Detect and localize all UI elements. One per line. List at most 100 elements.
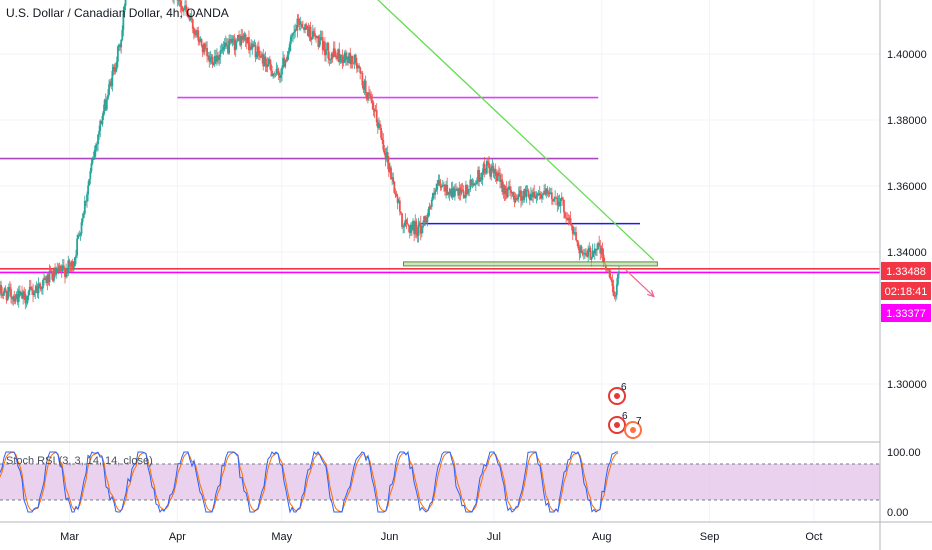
candle-body [440,186,443,188]
candle-body [349,52,352,65]
candle-body [335,55,337,58]
candle-body [420,227,423,234]
candle-body [232,38,235,40]
candle-body [583,253,586,254]
candle-body [557,201,560,206]
candle-body [82,213,85,219]
candle-body [347,57,349,63]
candle-body [615,284,618,296]
candle-body [76,238,79,256]
candle-body [18,290,21,296]
drawings-layer[interactable] [0,96,880,274]
candle-body [313,31,315,34]
candle-body [241,35,244,40]
candle-body [210,56,213,58]
candle-body [99,120,102,131]
candle-body [44,277,47,279]
projection-arrow [625,269,655,297]
candle-body [202,43,205,53]
candle-body [299,23,302,25]
candle-body [289,36,292,45]
candle-body [78,235,81,236]
candle-body [608,269,611,271]
support-zone [402,261,658,267]
candle-body [89,171,92,180]
time-tick-label: Oct [805,531,822,543]
candle-body [48,270,51,283]
candle-body [267,58,270,65]
candle-body [216,55,218,62]
candle-body [324,41,326,56]
candle-body [240,35,243,46]
candle-body [62,265,65,268]
candle-body [310,38,313,40]
candle-body [495,175,498,182]
candle-body [408,226,411,233]
candle-body [527,191,530,197]
candle-body [614,295,617,297]
candle-body [533,191,536,197]
candle-body [329,59,332,61]
candle-body [22,291,25,299]
events-layer[interactable]: 66 7 [608,382,642,439]
canada-event-label: 6 [621,382,627,393]
drawings-overlay[interactable] [348,0,658,298]
candle-body [423,216,425,226]
candle-body [536,194,539,196]
candle-body [45,278,48,284]
candle-body [575,232,577,241]
candle-body [499,174,501,182]
candle-body [341,56,344,64]
candle-body [377,123,380,128]
candle-body [10,289,12,298]
candle-body [485,160,488,174]
candle-body [451,187,454,198]
candle-body [487,160,489,163]
candle-body [550,192,553,200]
price-tag [881,304,931,322]
candle-body [348,52,351,63]
candle-body [97,134,99,145]
candle-body [318,40,321,47]
candle-body [336,57,338,60]
candle-body [339,54,342,62]
candle-body [67,260,70,274]
candle-body [398,200,401,212]
candle-body [488,162,490,169]
candle-body [500,179,503,182]
candle-body [433,193,435,195]
price-tag-label: 02:18:41 [885,286,928,298]
candle-body [535,195,538,199]
candle-body [228,40,231,54]
candle-body [256,46,259,53]
candle-body [251,43,254,50]
candle-body [31,288,33,291]
candle-body [512,192,515,196]
candle-body [11,297,14,300]
candle-body [369,93,371,96]
candle-body [517,193,520,198]
candle-body [239,37,242,46]
us-event-2[interactable]: 7 [624,416,642,439]
candle-body [503,184,506,195]
canada-event[interactable]: 6 [608,382,627,405]
candle-body [456,188,459,191]
candle-body [65,269,67,277]
candle-body [217,55,219,61]
candle-body [287,51,290,56]
candle-body [609,270,612,279]
candle-body [370,95,373,101]
candle-body [343,52,346,62]
candle-body [358,65,360,68]
candle-body [610,278,613,281]
candle-body [39,285,42,290]
candle-body [415,221,418,231]
candle-body [507,186,510,190]
candle-body [20,291,22,296]
candle-body [391,177,394,180]
us-event[interactable]: 6 [608,411,628,434]
candle-body [354,54,357,63]
candle-body [16,294,19,303]
candle-body [360,72,363,74]
